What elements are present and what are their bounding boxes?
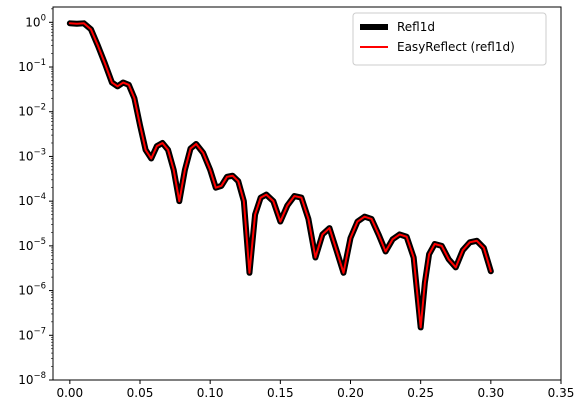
legend-label-2: EasyReflect (refl1d) bbox=[397, 40, 515, 54]
y-tick-exponent: 0 bbox=[41, 13, 46, 23]
y-tick-base: 10 bbox=[18, 284, 33, 298]
y-tick-exponent: −4 bbox=[33, 192, 46, 202]
y-tick-label: 100 bbox=[25, 13, 46, 29]
x-axis: 0.00 0.05 0.10 0.15 0.20 0.25 0.30 0.35 bbox=[56, 380, 574, 400]
y-tick-exponent: −2 bbox=[33, 103, 46, 113]
series-line-2 bbox=[68, 22, 492, 329]
x-tick-label: 0.05 bbox=[127, 386, 154, 400]
y-tick-base: 10 bbox=[18, 194, 33, 208]
y-tick-base: 10 bbox=[18, 373, 33, 387]
x-tick-label: 0.35 bbox=[548, 386, 574, 400]
x-tick-label: 0.25 bbox=[407, 386, 434, 400]
legend: Refl1d EasyReflect (refl1d) bbox=[352, 12, 547, 66]
y-tick-exponent: −3 bbox=[33, 147, 46, 157]
y-tick-exponent: −8 bbox=[33, 371, 46, 381]
y-tick-base: 10 bbox=[18, 328, 33, 342]
y-tick-label: 10−3 bbox=[18, 147, 46, 163]
series-layer bbox=[66, 20, 494, 331]
x-tick-label: 0.10 bbox=[197, 386, 224, 400]
y-tick-base: 10 bbox=[18, 60, 33, 74]
y-tick-exponent: −7 bbox=[33, 326, 46, 336]
y-tick-base: 10 bbox=[18, 239, 33, 253]
x-tick-label: 0.30 bbox=[477, 386, 504, 400]
legend-box bbox=[352, 12, 547, 66]
x-tick-label: 0.20 bbox=[337, 386, 364, 400]
x-tick-label: 0.00 bbox=[56, 386, 83, 400]
y-tick-label: 10−6 bbox=[18, 282, 46, 298]
y-tick-exponent: −5 bbox=[33, 237, 46, 247]
plot-frame bbox=[52, 6, 562, 381]
y-tick-base: 10 bbox=[18, 149, 33, 163]
y-tick-label: 10−2 bbox=[18, 103, 46, 119]
y-tick-base: 10 bbox=[18, 105, 33, 119]
y-tick-exponent: −1 bbox=[33, 58, 46, 68]
legend-label-1: Refl1d bbox=[397, 20, 435, 34]
y-tick-label: 10−7 bbox=[18, 326, 46, 342]
y-tick-exponent: −6 bbox=[33, 282, 46, 292]
y-tick-label: 10−4 bbox=[18, 192, 46, 208]
x-tick-label: 0.15 bbox=[267, 386, 294, 400]
y-tick-base: 10 bbox=[25, 15, 40, 29]
y-tick-label: 10−5 bbox=[18, 237, 46, 253]
y-tick-label: 10−1 bbox=[18, 58, 46, 74]
y-tick-label: 10−8 bbox=[18, 371, 46, 387]
series-line-1 bbox=[66, 20, 494, 331]
